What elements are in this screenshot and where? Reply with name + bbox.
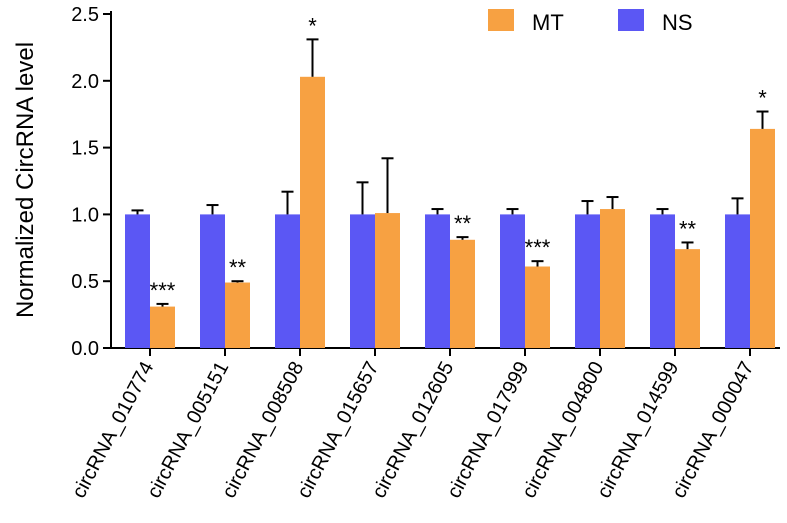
bar-ns-circrna-015657 bbox=[350, 214, 375, 348]
bar-mt-circrna-015657 bbox=[375, 213, 400, 348]
y-tick-label: 0.5 bbox=[71, 271, 99, 293]
legend-label-ns: NS bbox=[662, 10, 693, 35]
bar-mt-circrna-000047 bbox=[750, 128, 775, 348]
y-tick-label: 2.5 bbox=[71, 4, 99, 26]
bars: ************** bbox=[125, 13, 775, 349]
bar-mt-circrna-004800 bbox=[600, 209, 625, 348]
significance-marker: *** bbox=[150, 278, 176, 303]
y-tick-label: 1.0 bbox=[71, 204, 99, 226]
x-tick-label: circRNA_012605 bbox=[368, 358, 458, 502]
bar-mt-circrna-017999 bbox=[525, 266, 550, 348]
bar-mt-circrna-014599 bbox=[675, 249, 700, 348]
x-tick-label: circRNA_010774 bbox=[68, 358, 158, 502]
y-axis-title: Normalized CircRNA level bbox=[12, 42, 39, 318]
bar-ns-circrna-012605 bbox=[425, 214, 450, 348]
legend: MT NS bbox=[488, 9, 693, 35]
y-tick-label: 2.0 bbox=[71, 71, 99, 93]
bar-ns-circrna-010774 bbox=[125, 214, 150, 348]
significance-marker: *** bbox=[525, 235, 551, 260]
legend-swatch-ns bbox=[618, 9, 644, 31]
bar-mt-circrna-012605 bbox=[450, 239, 475, 348]
significance-marker: ** bbox=[454, 211, 472, 236]
x-tick-label: circRNA_017999 bbox=[443, 358, 533, 502]
legend-swatch-mt bbox=[488, 9, 514, 31]
significance-marker: ** bbox=[229, 255, 247, 280]
bar-ns-circrna-005151 bbox=[200, 214, 225, 348]
x-tick-label: circRNA_005151 bbox=[143, 358, 233, 502]
significance-marker: * bbox=[308, 13, 317, 38]
x-tick-label: circRNA_004800 bbox=[518, 358, 608, 502]
x-tick-label: circRNA_014599 bbox=[593, 358, 683, 502]
x-tick-label: circRNA_015657 bbox=[293, 358, 383, 502]
bar-mt-circrna-005151 bbox=[225, 282, 250, 348]
x-tick-label: circRNA_008508 bbox=[218, 358, 308, 502]
bar-mt-circrna-008508 bbox=[300, 76, 325, 349]
x-tick-label: circRNA_000047 bbox=[668, 358, 758, 502]
y-tick-label: 0.0 bbox=[71, 338, 99, 360]
y-tick-label: 1.5 bbox=[71, 138, 99, 160]
significance-marker: ** bbox=[679, 216, 697, 241]
bar-mt-circrna-010774 bbox=[150, 306, 175, 348]
legend-label-mt: MT bbox=[532, 10, 564, 35]
bar-ns-circrna-017999 bbox=[500, 214, 525, 348]
bar-ns-circrna-000047 bbox=[725, 214, 750, 348]
bar-ns-circrna-008508 bbox=[275, 214, 300, 348]
category-labels: circRNA_010774circRNA_005151circRNA_0085… bbox=[68, 358, 758, 502]
bar-ns-circrna-014599 bbox=[650, 214, 675, 348]
bar-ns-circrna-004800 bbox=[575, 214, 600, 348]
significance-marker: * bbox=[758, 86, 767, 111]
